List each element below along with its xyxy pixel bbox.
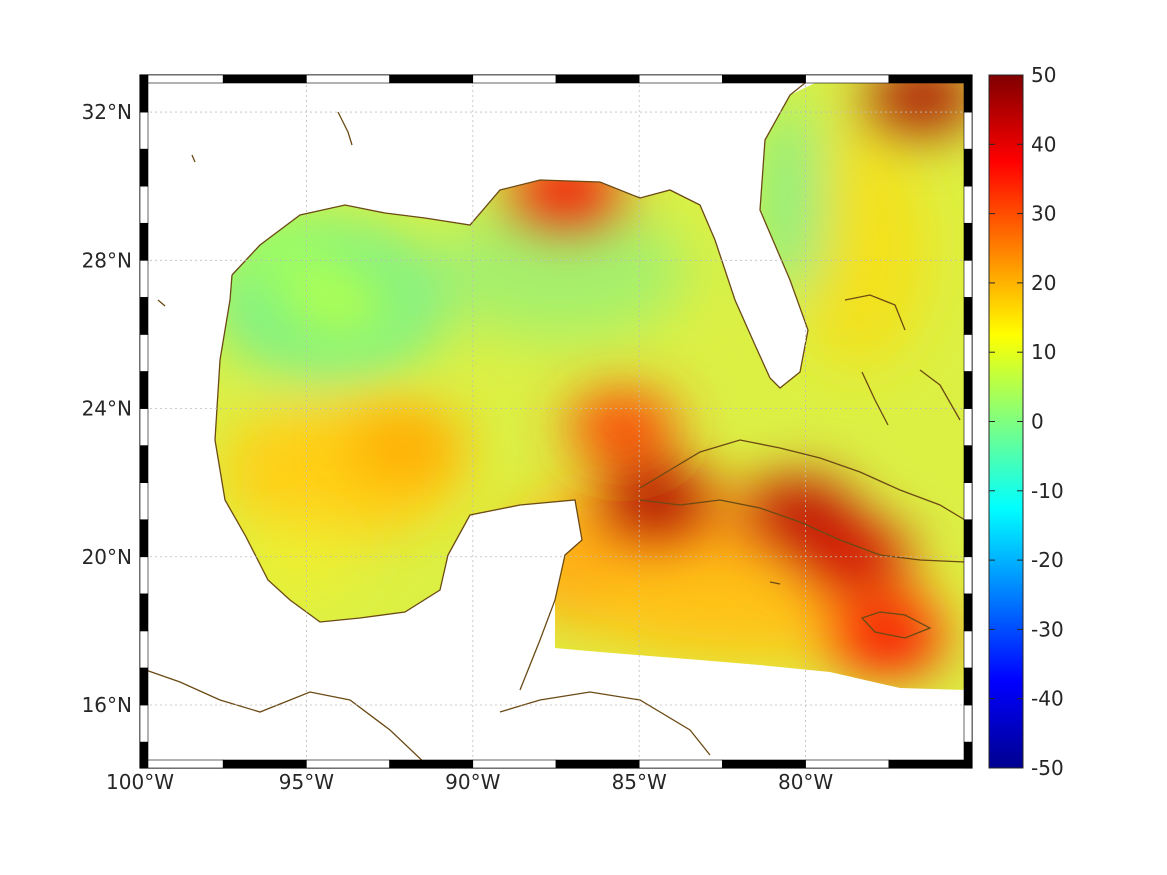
border-segment-left-3	[139, 630, 149, 669]
border-segment-bottom-3	[389, 759, 474, 769]
colorbar-tick-label-1: 40	[1031, 132, 1056, 156]
colorbar-tick-label-7: -20	[1031, 548, 1064, 572]
border-segment-right-13	[963, 259, 973, 298]
lat-tick-label-3: 28°N	[82, 248, 132, 272]
border-segment-left-4	[139, 593, 149, 632]
border-segment-bottom-7	[722, 759, 806, 769]
colorbar-tick-label-2: 30	[1031, 202, 1056, 226]
border-segment-right-1	[963, 704, 973, 743]
border-segment-right-0	[963, 741, 973, 769]
border-segment-top-4	[472, 74, 557, 84]
lon-tick-label-2: 90°W	[445, 770, 500, 794]
border-segment-left-5	[139, 556, 149, 595]
border-segment-right-18	[963, 74, 973, 113]
colorbar-tick-label-10: -50	[1031, 756, 1064, 780]
border-segment-left-1	[139, 704, 149, 743]
border-segment-left-18	[139, 74, 149, 113]
lat-tick-label-4: 32°N	[82, 100, 132, 124]
border-segment-top-2	[306, 74, 390, 84]
border-segment-left-8	[139, 445, 149, 483]
border-segment-right-11	[963, 334, 973, 372]
border-segment-bottom-8	[805, 759, 890, 769]
lon-tick-label-1: 95°W	[279, 770, 334, 794]
border-segment-top-8	[805, 74, 890, 84]
colorbar-ticks: 50 40 30 20 10 0 -10 -20 -30 -40 -50	[989, 63, 1064, 780]
border-segment-right-16	[963, 148, 973, 187]
border-segment-left-7	[139, 482, 149, 521]
colorbar-tick-label-3: 20	[1031, 271, 1056, 295]
border-segment-right-17	[963, 111, 973, 150]
border-segment-right-6	[963, 519, 973, 558]
border-segment-bottom-0	[139, 759, 224, 769]
map-border	[139, 74, 973, 769]
border-segment-left-13	[139, 259, 149, 298]
border-segment-left-9	[139, 408, 149, 446]
border-segment-top-6	[638, 74, 723, 84]
colorbar-tick-label-8: -30	[1031, 617, 1064, 641]
coastlines	[139, 74, 966, 769]
lon-tick-label-3: 85°W	[612, 770, 667, 794]
hotspot-6	[833, 604, 944, 673]
border-segment-right-5	[963, 556, 973, 595]
border-segment-left-11	[139, 334, 149, 372]
border-segment-left-12	[139, 297, 149, 335]
colorbar-tick-label-6: -10	[1031, 479, 1064, 503]
border-segment-left-14	[139, 222, 149, 261]
border-segment-bottom-9	[888, 759, 973, 769]
hotspot-0	[600, 467, 711, 536]
border-segment-left-17	[139, 111, 149, 150]
border-segment-top-5	[555, 74, 640, 84]
hotspot-9	[284, 270, 395, 339]
hotspot-5	[567, 393, 678, 462]
border-segment-left-2	[139, 667, 149, 706]
lat-tick-label-2: 24°N	[82, 397, 132, 421]
border-segment-bottom-2	[306, 759, 390, 769]
border-segment-left-10	[139, 371, 149, 409]
border-segment-right-10	[963, 371, 973, 409]
colorbar-tick-label-5: 0	[1031, 410, 1044, 434]
border-segment-bottom-6	[638, 759, 723, 769]
colorbar-tick-label-0: 50	[1031, 63, 1056, 87]
lat-tick-label-0: 16°N	[82, 693, 132, 717]
border-segment-right-2	[963, 667, 973, 706]
longitude-ticks: 100°W 95°W 90°W 85°W 80°W	[106, 770, 833, 794]
border-segment-left-0	[139, 741, 149, 769]
colorbar-tick-label-4: 10	[1031, 340, 1056, 364]
border-segment-right-7	[963, 482, 973, 521]
border-segment-bottom-4	[472, 759, 557, 769]
border-segment-left-16	[139, 148, 149, 187]
border-segment-left-15	[139, 185, 149, 224]
border-segment-top-3	[389, 74, 474, 84]
border-segment-right-9	[963, 408, 973, 446]
border-segment-right-14	[963, 222, 973, 261]
lat-tick-label-1: 20°N	[82, 545, 132, 569]
border-segment-top-9	[888, 74, 973, 84]
border-segment-top-7	[722, 74, 806, 84]
border-segment-right-4	[963, 593, 973, 632]
hotspot-3	[867, 83, 965, 132]
border-segment-left-6	[139, 519, 149, 558]
border-segment-right-8	[963, 445, 973, 483]
hotspot-7	[351, 411, 462, 480]
border-segment-right-15	[963, 185, 973, 224]
border-segment-top-0	[139, 74, 224, 84]
latitude-ticks: 16°N 20°N 24°N 28°N 32°N	[82, 100, 132, 717]
colorbar: 50 40 30 20 10 0 -10 -20 -30 -40 -50	[988, 63, 1064, 780]
border-segment-right-3	[963, 630, 973, 669]
border-segment-bottom-1	[222, 759, 307, 769]
lon-tick-label-4: 80°W	[778, 770, 833, 794]
colorbar-tick-label-9: -40	[1031, 687, 1064, 711]
lon-tick-label-0: 100°W	[106, 770, 174, 794]
border-segment-top-1	[222, 74, 307, 84]
border-segment-bottom-5	[555, 759, 640, 769]
border-segment-right-12	[963, 297, 973, 335]
